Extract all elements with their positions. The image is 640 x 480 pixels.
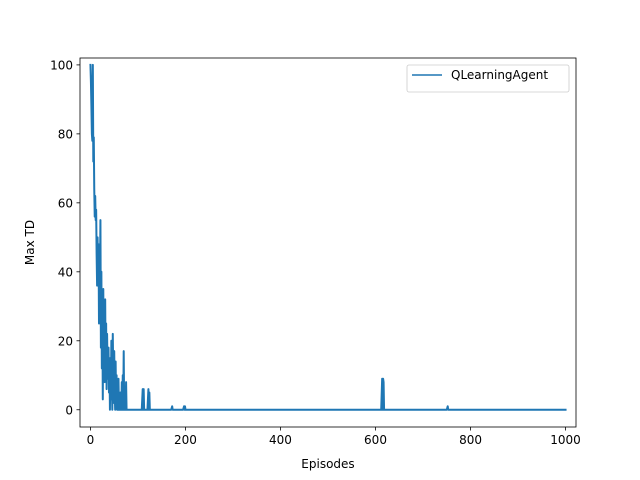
x-tick-label: 600: [364, 433, 387, 447]
x-tick-label: 800: [459, 433, 482, 447]
axes-frame: [79, 57, 577, 428]
legend-label: QLearningAgent: [451, 68, 548, 82]
y-tick-label: 20: [58, 334, 73, 348]
legend: QLearningAgent: [406, 64, 570, 93]
y-axis-label: Max TD: [23, 220, 37, 265]
y-tick-label: 60: [58, 196, 73, 210]
y-tick-label: 40: [58, 265, 73, 279]
y-tick-label: 100: [50, 58, 73, 72]
axes-ticks: 0 200 400 600 800 1000 0 20 40 60 80 100: [50, 58, 581, 447]
legend-box: [406, 64, 570, 93]
x-tick-label: 400: [269, 433, 292, 447]
x-tick-label: 200: [174, 433, 197, 447]
x-axis-label: Episodes: [301, 457, 354, 471]
x-tick-label: 1000: [550, 433, 581, 447]
series-line: [89, 63, 567, 411]
plot-area: [89, 63, 567, 411]
x-tick-label: 0: [87, 433, 95, 447]
y-tick-label: 80: [58, 127, 73, 141]
y-tick-label: 0: [65, 403, 73, 417]
